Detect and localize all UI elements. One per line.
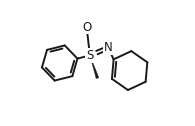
- Text: S: S: [86, 49, 94, 62]
- Text: O: O: [83, 21, 92, 34]
- Text: N: N: [104, 41, 113, 54]
- Polygon shape: [90, 55, 99, 78]
